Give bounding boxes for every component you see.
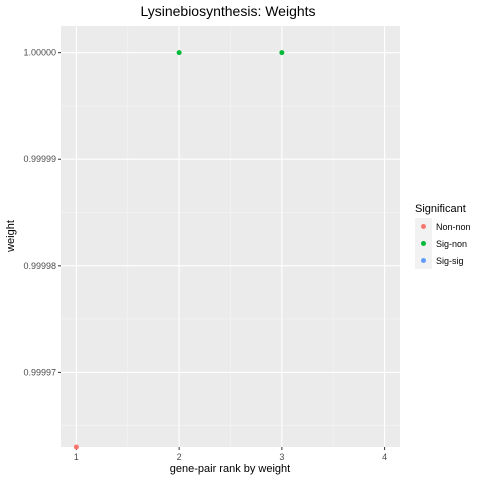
x-tick-label: 1 [74,452,79,462]
legend-swatch [421,241,426,246]
data-point [73,444,79,450]
y-axis: 0.99997 0.99998 0.99999 1.00000 [23,48,61,377]
legend-swatch [421,258,426,263]
legend-entry-label: Sig-non [436,239,467,249]
data-point [279,50,285,56]
x-tick-label: 3 [279,452,284,462]
y-tick-label: 1.00000 [23,48,56,58]
legend-swatch [421,224,426,229]
y-tick-label: 0.99997 [23,367,56,377]
x-axis-label: gene-pair rank by weight [170,463,290,475]
y-tick-label: 0.99998 [23,261,56,271]
y-tick-label: 0.99999 [23,154,56,164]
major-gridlines [61,26,400,447]
legend-title: Significant [415,203,466,215]
x-tick-label: 2 [177,452,182,462]
x-tick-label: 4 [382,452,387,462]
chart-title: Lysinebiosynthesis: Weights [140,3,315,19]
x-axis: 1 2 3 4 [74,447,387,462]
minor-gridlines [61,26,400,447]
y-axis-label: weight [5,220,17,253]
data-points [73,50,285,450]
legend: Significant Non-non Sig-non Sig-sig [415,203,471,269]
data-point [176,50,182,56]
legend-entry-label: Sig-sig [436,256,464,266]
legend-entry-label: Non-non [436,222,471,232]
